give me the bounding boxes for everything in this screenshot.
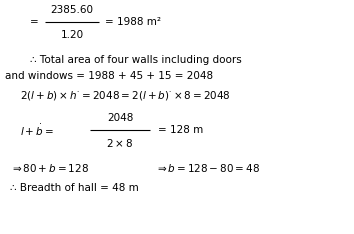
Text: $\Rightarrow 80+b=128$: $\Rightarrow 80+b=128$ [10,162,89,174]
Text: 2385.60: 2385.60 [51,5,93,15]
Text: $2(l+b)\times h^{\cdot}= 2048 = 2(l+b)^{\cdot}\times 8 = 2048$: $2(l+b)\times h^{\cdot}= 2048 = 2(l+b)^{… [20,88,231,102]
Text: $\Rightarrow b=128-80{=}48$: $\Rightarrow b=128-80{=}48$ [155,162,260,174]
Text: ∴ Breadth of hall = 48 m: ∴ Breadth of hall = 48 m [10,183,139,193]
Text: = 128 m: = 128 m [158,125,203,135]
Text: and windows = 1988 + 45 + 15 = 2048: and windows = 1988 + 45 + 15 = 2048 [5,71,213,81]
Text: =: = [30,17,39,27]
Text: 1.20: 1.20 [61,30,84,40]
Text: = 1988 m²: = 1988 m² [105,17,161,27]
Text: $l+\dot{b}=$: $l+\dot{b}=$ [20,122,54,138]
Text: 2048: 2048 [107,113,133,123]
Text: ∴ Total area of four walls including doors: ∴ Total area of four walls including doo… [30,55,242,65]
Text: $2\times8$: $2\times8$ [107,137,133,149]
